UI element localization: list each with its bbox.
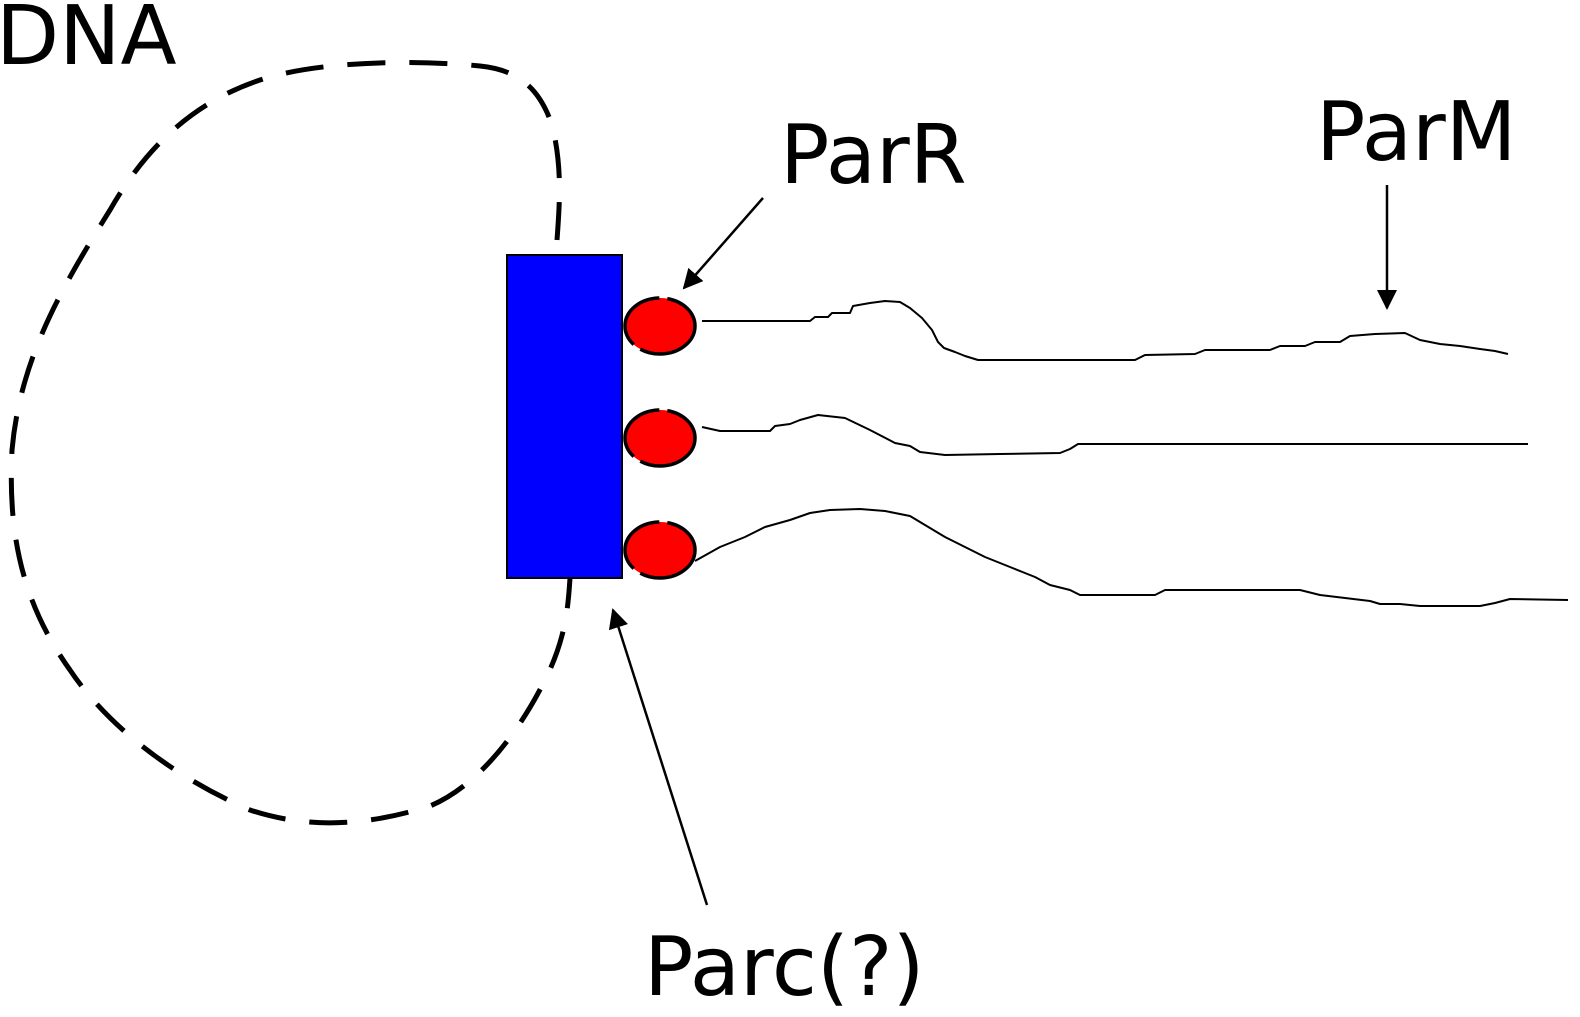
- parc-label: Parc(?): [644, 920, 925, 1015]
- parc-arrow: [608, 608, 709, 906]
- parm-filament-top: [702, 300, 1509, 361]
- parr-protein-bottom: [623, 520, 697, 580]
- parr-protein-middle: [623, 408, 697, 468]
- parm-label: ParM: [1316, 85, 1516, 180]
- parr-label: ParR: [780, 108, 967, 203]
- parr-protein-top: [623, 296, 697, 356]
- parm-filament-middle: [701, 414, 1528, 456]
- parm-filament-bottom: [694, 508, 1569, 607]
- dna-label: DNA: [0, 0, 177, 84]
- dna-loop: [8, 60, 573, 826]
- parr-arrow: [682, 197, 764, 290]
- parc-block: [506, 254, 623, 579]
